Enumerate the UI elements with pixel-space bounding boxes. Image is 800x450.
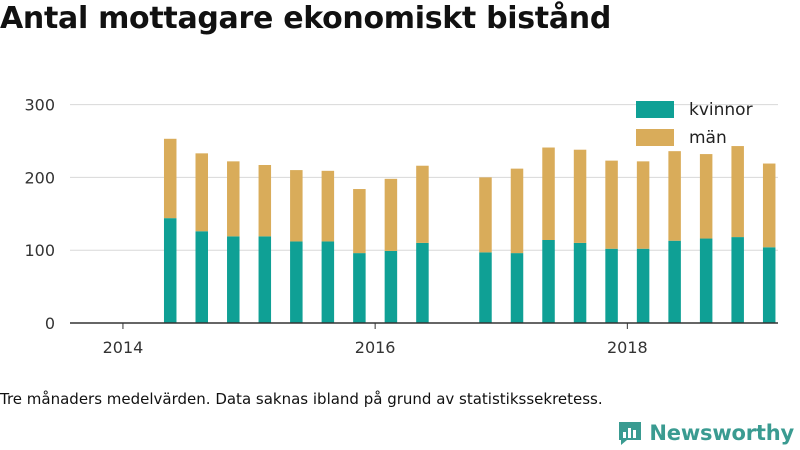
x-tick-label: 2016 xyxy=(355,338,396,357)
bar-man xyxy=(321,170,335,242)
bar-kvinnor xyxy=(227,236,240,323)
bar-kvinnor xyxy=(605,248,618,323)
chart-title: Antal mottagare ekonomiskt bistånd xyxy=(0,1,612,36)
bar-man xyxy=(731,146,744,238)
bar-man xyxy=(510,168,524,254)
bar-man xyxy=(479,177,492,253)
x-tick-label: 2018 xyxy=(607,338,648,357)
bar-kvinnor xyxy=(636,248,650,323)
legend-swatch-man xyxy=(636,129,674,146)
bar-man xyxy=(258,164,272,237)
y-tick-label: 100 xyxy=(24,241,55,260)
bar-man xyxy=(416,165,429,243)
bar-kvinnor xyxy=(321,241,335,323)
bar-man xyxy=(699,154,713,239)
bar-kvinnor xyxy=(510,253,524,323)
bar-kvinnor xyxy=(542,239,555,323)
bar-kvinnor xyxy=(762,247,776,323)
bar-kvinnor xyxy=(668,240,681,323)
legend-swatch-kvinnor xyxy=(636,101,674,118)
y-tick-label: 300 xyxy=(24,96,55,115)
bar-kvinnor xyxy=(416,242,429,323)
bar-man xyxy=(542,147,555,240)
y-tick-label: 0 xyxy=(45,314,55,333)
legend-label-kvinnor: kvinnor xyxy=(689,100,753,120)
bar-man xyxy=(636,161,650,249)
y-tick-label: 200 xyxy=(24,168,55,187)
axes: 0100200300201420162018202020222024 xyxy=(24,96,778,357)
bar-kvinnor xyxy=(195,231,209,323)
bar-kvinnor xyxy=(258,236,272,323)
bar-man xyxy=(195,153,209,232)
bar-man xyxy=(605,160,618,249)
bar-man xyxy=(227,161,240,237)
legend: kvinnor män xyxy=(636,100,753,148)
bar-man xyxy=(762,163,776,248)
bar-kvinnor xyxy=(353,253,366,323)
bar-man xyxy=(384,178,398,251)
legend-label-man: män xyxy=(689,128,727,148)
caption: Tre månaders medelvärden. Data saknas ib… xyxy=(0,390,603,408)
bar-kvinnor xyxy=(384,250,398,323)
bar-kvinnor xyxy=(699,238,713,323)
bar-man xyxy=(668,151,681,241)
x-tick-label: 2014 xyxy=(103,338,144,357)
newsworthy-logo-icon xyxy=(619,422,642,445)
bar-kvinnor xyxy=(163,218,177,323)
bar-man xyxy=(163,138,177,219)
bar-kvinnor xyxy=(479,252,492,323)
bar-man xyxy=(353,189,366,254)
stacked-bar-chart: 0100200300201420162018202020222024 kvinn… xyxy=(24,96,778,357)
bar-kvinnor xyxy=(290,241,303,323)
bars xyxy=(163,138,776,323)
bar-kvinnor xyxy=(731,237,744,323)
bar-man xyxy=(290,170,303,242)
brand-name: Newsworthy xyxy=(649,421,794,445)
brand: Newsworthy xyxy=(617,420,794,446)
bar-man xyxy=(573,149,587,243)
bar-kvinnor xyxy=(573,242,587,323)
